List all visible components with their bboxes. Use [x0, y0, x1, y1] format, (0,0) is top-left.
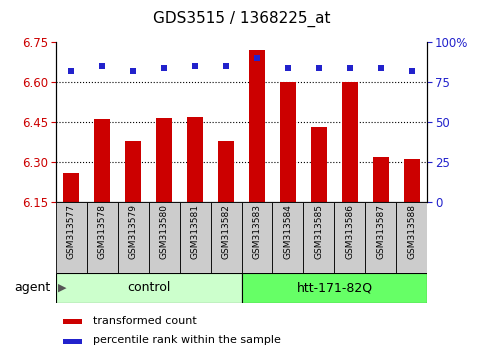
Bar: [373, 157, 389, 202]
Text: htt-171-82Q: htt-171-82Q: [297, 281, 372, 294]
Text: agent: agent: [14, 281, 51, 294]
Bar: [117, 202, 149, 273]
Text: GSM313581: GSM313581: [190, 204, 199, 259]
Bar: [63, 338, 82, 343]
Bar: [63, 319, 82, 324]
Bar: [63, 173, 79, 202]
Text: GSM313588: GSM313588: [408, 204, 416, 259]
Bar: [56, 202, 86, 273]
Point: [408, 68, 416, 74]
Text: GSM313579: GSM313579: [128, 204, 138, 259]
Text: GSM313584: GSM313584: [284, 204, 293, 259]
Text: control: control: [127, 281, 170, 294]
Text: GSM313580: GSM313580: [159, 204, 169, 259]
Bar: [180, 202, 211, 273]
Bar: [366, 202, 397, 273]
Bar: [242, 273, 427, 303]
Bar: [149, 202, 180, 273]
Text: GSM313587: GSM313587: [376, 204, 385, 259]
Point: [346, 65, 354, 71]
Bar: [342, 82, 358, 202]
Point: [129, 68, 137, 74]
Point: [315, 65, 323, 71]
Point: [253, 56, 261, 61]
Bar: [334, 202, 366, 273]
Bar: [211, 202, 242, 273]
Text: transformed count: transformed count: [93, 315, 197, 326]
Bar: [280, 82, 296, 202]
Point: [67, 68, 75, 74]
Text: ▶: ▶: [58, 282, 67, 293]
Text: GSM313586: GSM313586: [345, 204, 355, 259]
Text: GSM313577: GSM313577: [67, 204, 75, 259]
Bar: [397, 202, 427, 273]
Bar: [187, 117, 203, 202]
Bar: [56, 273, 242, 303]
Bar: [311, 127, 327, 202]
Point: [191, 64, 199, 69]
Bar: [218, 141, 234, 202]
Bar: [94, 120, 110, 202]
Bar: [404, 159, 420, 202]
Text: GDS3515 / 1368225_at: GDS3515 / 1368225_at: [153, 11, 330, 27]
Bar: [272, 202, 303, 273]
Text: GSM313583: GSM313583: [253, 204, 261, 259]
Bar: [303, 202, 334, 273]
Point: [160, 65, 168, 71]
Point: [284, 65, 292, 71]
Bar: [156, 118, 172, 202]
Bar: [242, 202, 272, 273]
Text: percentile rank within the sample: percentile rank within the sample: [93, 335, 281, 346]
Point: [98, 64, 106, 69]
Bar: [125, 141, 141, 202]
Bar: [249, 51, 265, 202]
Text: GSM313585: GSM313585: [314, 204, 324, 259]
Point: [377, 65, 385, 71]
Text: GSM313578: GSM313578: [98, 204, 107, 259]
Bar: [86, 202, 117, 273]
Point: [222, 64, 230, 69]
Text: GSM313582: GSM313582: [222, 204, 230, 259]
